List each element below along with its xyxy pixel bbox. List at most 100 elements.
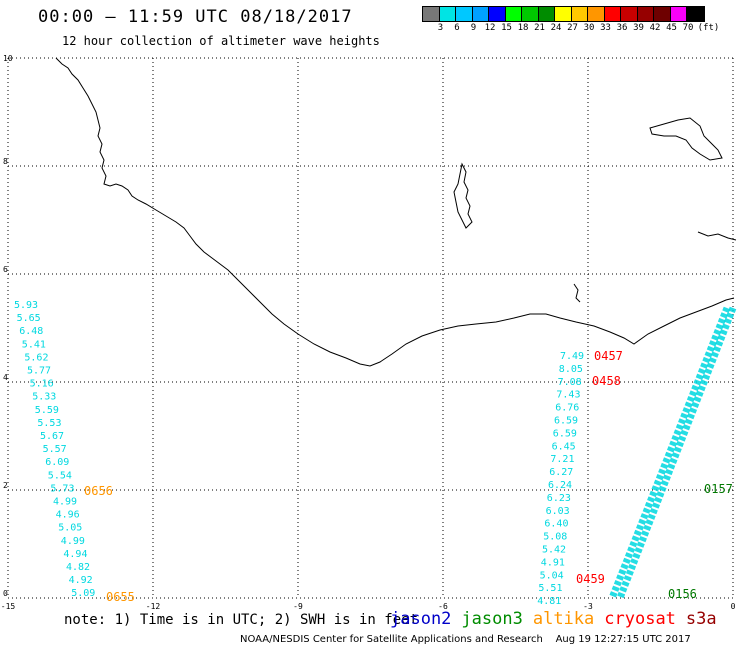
legend-tick-label: 42 — [649, 23, 661, 33]
dense-swh-track — [608, 306, 731, 600]
legend-tick-label: 18 — [517, 23, 529, 33]
swh-value: 5.57 — [43, 444, 67, 455]
legend-swatch — [637, 7, 654, 21]
x-tick-label: -6 — [438, 602, 448, 611]
pass-time-label: 0656 — [84, 484, 113, 498]
legend-swatch — [588, 7, 605, 21]
satellite-legend: jason2 jason3 altika cryosat s3a — [390, 609, 727, 629]
swh-value: 4.92 — [69, 575, 93, 586]
legend-swatch — [654, 7, 671, 21]
swh-value: 4.82 — [66, 562, 90, 573]
x-tick-label: -12 — [146, 602, 161, 611]
swh-value: 6.03 — [546, 506, 570, 517]
swh-value: 5.73 — [50, 483, 74, 494]
swh-value: 5.08 — [543, 532, 567, 543]
legend-tick-label: 70 — [682, 23, 694, 33]
swh-value: 5.09 — [71, 588, 95, 599]
legend-tick-label: 33 — [600, 23, 611, 33]
altika-track: 5.93 5.65 6.48 5.41 5.62 5.77 5.16 5.33 5.59 5.53… — [14, 300, 135, 604]
legend-tick-label: 9 — [470, 23, 477, 33]
y-tick-label: 0 — [3, 589, 8, 598]
swh-value: 5.53 — [37, 418, 61, 429]
x-tick-label: -9 — [293, 602, 303, 611]
coastline-west-africa — [55, 57, 735, 367]
dense-swh-track — [616, 306, 737, 600]
legend-swatch — [687, 7, 704, 21]
legend-tick-label: 6 — [454, 23, 460, 33]
swh-value: 8.05 — [559, 364, 583, 375]
swh-value: 5.05 — [58, 523, 82, 534]
satellite-legend-jason3: jason3 — [461, 609, 523, 629]
coastline-east-fragment — [697, 231, 737, 241]
swh-value: 6.76 — [555, 403, 579, 414]
color-legend-labels: 3 6 9 12 15 18 21 24 27 30 33 36 39 42 45 70 (ft) — [422, 23, 740, 35]
map-title: 00:00 – 11:59 UTC 08/18/2017 — [38, 7, 353, 27]
swh-value: 6.48 — [19, 326, 43, 337]
y-tick-label: 8 — [3, 157, 8, 166]
swh-value: 5.51 — [538, 583, 562, 594]
swh-value: 4.81 — [537, 596, 561, 607]
legend-tick-label: 3 — [437, 23, 444, 33]
legend-tick-label: 12 — [484, 23, 496, 33]
legend-tick-label: 15 — [501, 23, 512, 33]
legend-swatch — [423, 7, 440, 21]
swh-value: 4.99 — [61, 536, 85, 547]
swh-value: 7.21 — [550, 454, 574, 465]
legend-tick-label: 21 — [534, 23, 545, 33]
legend-swatch — [456, 7, 473, 21]
swh-value: 5.41 — [22, 339, 46, 350]
swh-value: 5.42 — [542, 545, 566, 556]
small-island — [573, 283, 581, 303]
swh-value: 6.24 — [548, 480, 572, 491]
legend-tick-label: 24 — [550, 23, 562, 33]
lake-nigeria — [649, 117, 723, 161]
legend-swatch — [621, 7, 638, 21]
pass-time-label: 0458 — [592, 374, 621, 388]
pass-time-label: 0457 — [594, 349, 623, 363]
pass-time-label: 0157 — [704, 482, 733, 496]
map-grid: -15 -12 -9 -6 -3 0 0 2 4 6 8 10 — [1, 54, 736, 611]
legend-tick-label: 27 — [567, 23, 578, 33]
cryosat-track: 7.49 8.05 7.08 7.43 6.76 6.596.59 6.45 7.21 6.27… — [537, 349, 623, 607]
legend-unit-label: (ft) — [697, 23, 720, 33]
legend-swatch — [472, 7, 489, 21]
legend-swatch — [604, 7, 621, 21]
y-tick-label: 10 — [3, 54, 13, 63]
satellite-legend-altika: altika — [532, 609, 595, 629]
color-legend-bar — [422, 6, 705, 22]
legend-swatch — [439, 7, 456, 21]
units-note: note: 1) Time is in UTC; 2) SWH is in fe… — [64, 612, 419, 628]
y-tick-label: 4 — [3, 373, 8, 382]
satellite-legend-s3a: s3a — [685, 609, 717, 629]
swh-value: 5.77 — [27, 366, 51, 377]
legend-swatch — [489, 7, 506, 21]
swh-value: 4.91 — [541, 557, 565, 568]
jason3-track: 0157 0156 — [608, 306, 737, 601]
swh-value: 5.62 — [24, 352, 48, 363]
satellite-legend-cryosat: cryosat — [604, 609, 676, 629]
credit-line: NOAA/NESDIS Center for Satellite Applica… — [240, 634, 691, 645]
swh-value: 5.67 — [40, 431, 64, 442]
x-tick-label: -3 — [583, 602, 593, 611]
legend-swatch — [505, 7, 522, 21]
legend-swatch — [571, 7, 588, 21]
y-tick-label: 2 — [3, 481, 8, 490]
satellite-legend-jason2: jason2 — [390, 609, 452, 629]
pass-time-label: 0459 — [576, 572, 605, 586]
swh-value: 6.59 — [553, 428, 577, 439]
pass-time-label: 0156 — [668, 587, 697, 601]
lake-volta — [453, 162, 473, 229]
legend-tick-label: 36 — [616, 23, 628, 33]
swh-value: 6.40 — [544, 519, 568, 530]
swh-value: 4.99 — [53, 497, 77, 508]
swh-value: 5.93 — [14, 300, 38, 311]
pass-time-label: 0655 — [106, 590, 135, 604]
swh-value: 6.23 — [547, 493, 571, 504]
swh-value: 7.43 — [556, 390, 580, 401]
x-tick-label: -15 — [1, 602, 16, 611]
swh-value: 5.59 — [35, 405, 59, 416]
legend-tick-label: 30 — [583, 23, 595, 33]
swh-value: 5.54 — [48, 470, 72, 481]
y-tick-label: 6 — [3, 265, 8, 274]
